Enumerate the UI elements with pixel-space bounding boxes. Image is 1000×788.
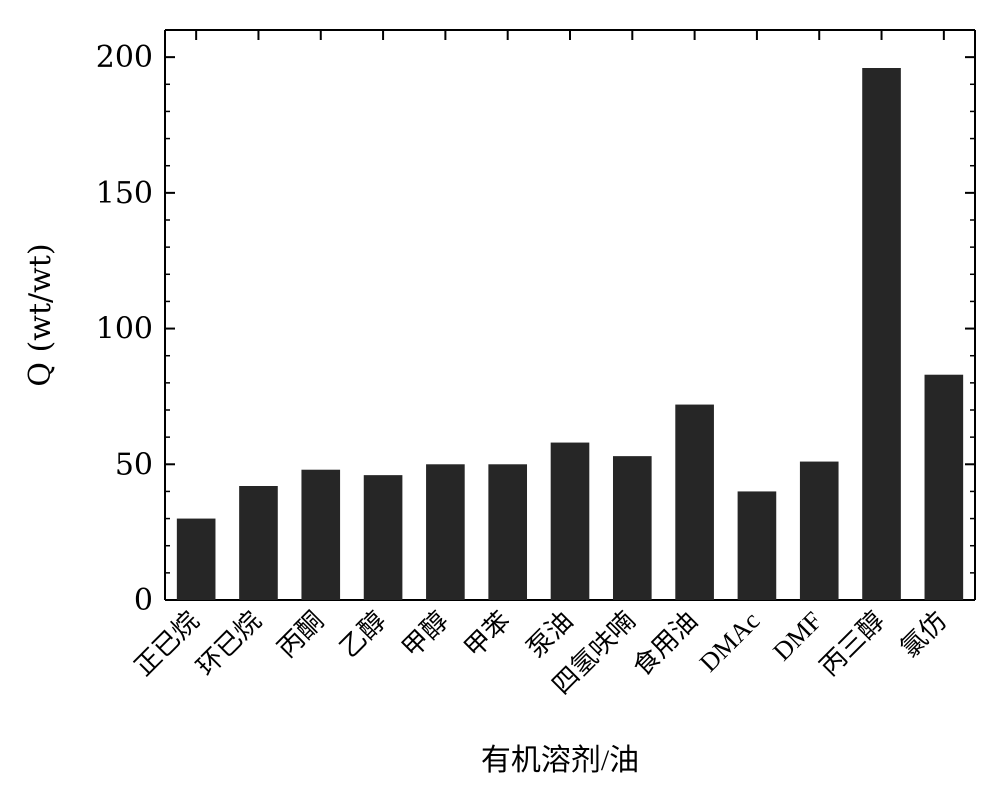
bar xyxy=(551,443,590,600)
bar xyxy=(426,464,465,600)
x-axis-label: 有机溶剂/油 xyxy=(481,744,639,777)
svg-text:DMAc: DMAc xyxy=(694,606,766,678)
svg-text:环已烷: 环已烷 xyxy=(191,606,267,682)
y-tick-label: 50 xyxy=(115,447,153,482)
y-tick-label: 100 xyxy=(96,312,153,347)
y-tick-label: 150 xyxy=(96,176,153,211)
bar xyxy=(301,470,340,600)
chart-svg: Q (wt/wt) 有机溶剂/油 正已烷环已烷丙酮乙醇甲醇甲苯泵油四氢呋喃食用油… xyxy=(0,0,1000,788)
bar xyxy=(738,491,777,600)
svg-text:氯仿: 氯仿 xyxy=(895,606,952,663)
bar xyxy=(800,462,839,600)
svg-text:甲苯: 甲苯 xyxy=(459,606,516,663)
x-tick-label: DMAc xyxy=(694,606,766,678)
x-tick-label: 甲苯 xyxy=(459,606,516,663)
x-tick-label: 乙醇 xyxy=(334,606,391,663)
y-tick-label: 200 xyxy=(96,40,153,75)
x-tick-label: 丙三醇 xyxy=(814,606,890,682)
y-tick-label: 0 xyxy=(134,583,153,618)
x-tick-label: 氯仿 xyxy=(895,606,952,663)
svg-text:食用油: 食用油 xyxy=(627,606,703,682)
svg-text:丙酮: 丙酮 xyxy=(272,606,329,663)
bar xyxy=(488,464,527,600)
x-tick-label: 环已烷 xyxy=(191,606,267,682)
y-axis-label: Q (wt/wt) xyxy=(23,243,58,386)
x-tick-label: 丙酮 xyxy=(272,606,329,663)
bar xyxy=(925,375,964,600)
svg-text:乙醇: 乙醇 xyxy=(334,606,391,663)
q-vs-solvent-bar-chart: Q (wt/wt) 有机溶剂/油 正已烷环已烷丙酮乙醇甲醇甲苯泵油四氢呋喃食用油… xyxy=(0,0,1000,788)
x-tick-label: 泵油 xyxy=(521,606,578,663)
x-tick-label: 甲醇 xyxy=(397,606,454,663)
x-tick-label: 食用油 xyxy=(627,606,703,682)
bars xyxy=(177,68,963,600)
bar xyxy=(613,456,652,600)
bar xyxy=(862,68,901,600)
bar xyxy=(364,475,403,600)
svg-text:甲醇: 甲醇 xyxy=(397,606,454,663)
bar xyxy=(239,486,278,600)
svg-text:泵油: 泵油 xyxy=(521,606,578,663)
bar xyxy=(177,519,216,600)
svg-text:丙三醇: 丙三醇 xyxy=(814,606,890,682)
bar xyxy=(675,405,714,600)
x-tick-labels: 正已烷环已烷丙酮乙醇甲醇甲苯泵油四氢呋喃食用油DMAcDMF丙三醇氯仿 xyxy=(129,606,952,700)
y-tick-labels: 0 50 100 150 200 xyxy=(96,40,153,618)
